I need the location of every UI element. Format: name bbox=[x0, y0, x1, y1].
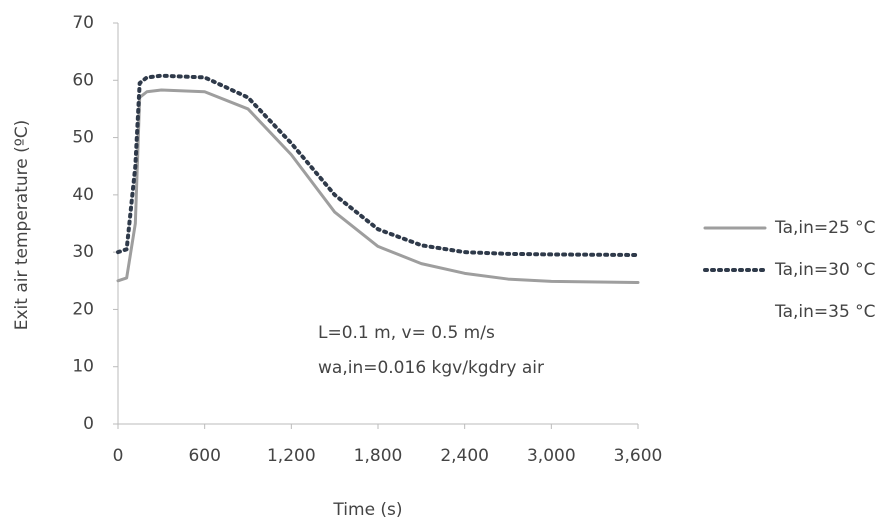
x-tick-label: 3,000 bbox=[527, 446, 576, 466]
y-tick-label: 30 bbox=[72, 242, 94, 262]
y-tick-label: 60 bbox=[72, 70, 94, 90]
y-tick-label: 40 bbox=[72, 185, 94, 205]
y-tick-label: 70 bbox=[72, 13, 94, 33]
x-tick-label: 2,400 bbox=[440, 446, 489, 466]
x-tick-label: 1,200 bbox=[267, 446, 316, 466]
data-line bbox=[116, 73, 640, 258]
annotation: L=0.1 m, v= 0.5 m/s bbox=[318, 323, 495, 343]
x-tick-label: 3,600 bbox=[614, 446, 663, 466]
y-axis-label: Exit air temperature (ºC) bbox=[12, 120, 32, 331]
x-axis-label: Time (s) bbox=[332, 500, 402, 520]
x-tick-label: 0 bbox=[113, 446, 124, 466]
annotation: wa,in=0.016 kgv/kgdry air bbox=[318, 358, 544, 378]
y-tick-label: 20 bbox=[72, 299, 94, 319]
x-tick-label: 600 bbox=[188, 446, 220, 466]
legend-label: Ta,in=25 °C bbox=[774, 218, 876, 238]
x-tick-label: 1,800 bbox=[354, 446, 403, 466]
y-tick-label: 10 bbox=[72, 357, 94, 377]
y-tick-label: 0 bbox=[83, 414, 94, 434]
legend-label: Ta,in=30 °C bbox=[774, 260, 876, 280]
y-tick-label: 50 bbox=[72, 128, 94, 148]
data-line bbox=[116, 88, 640, 285]
legend-label: Ta,in=35 °C bbox=[774, 302, 876, 322]
